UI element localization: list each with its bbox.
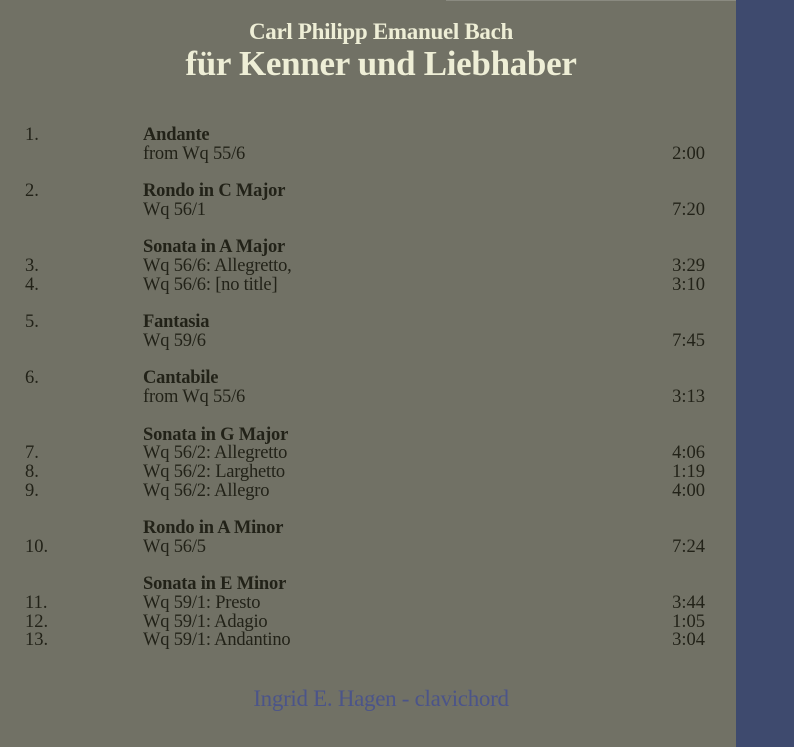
track-duration: 3:04 — [672, 630, 705, 651]
track-subtitle: Wq 59/1: Andantino — [143, 630, 291, 651]
composer-name: Carl Philipp Emanuel Bach — [248, 19, 514, 44]
group-heading-line: Sonata in G Major — [25, 424, 705, 445]
work-title: Andante — [143, 125, 210, 145]
track-duration: 7:24 — [672, 536, 705, 557]
track-subtitle: Wq 56/1 — [143, 199, 206, 220]
track-row: 8. Wq 56/2: Larghetto 1:19 — [25, 463, 705, 482]
track-duration: 2:00 — [672, 143, 705, 164]
track-number: 6. — [25, 368, 39, 389]
work-title: Sonata in G Major — [143, 424, 289, 445]
track-list: 1. Andante from Wq 55/6 2:00 2. Rondo in C Ma… — [25, 126, 705, 669]
work-title: Sonata in A Major — [143, 237, 286, 258]
track-duration: 4:00 — [672, 480, 705, 501]
track-group: Sonata in A Major 3. Wq 56/6: Allegretto, 3… — [25, 238, 705, 294]
track-row: Wq 56/1 7:20 — [25, 201, 705, 220]
track-row: 12. Wq 59/1: Adagio 1:05 — [25, 611, 705, 632]
track-number: 10. — [25, 536, 49, 557]
track-row: 4. Wq 56/6: [no title] 3:10 — [25, 276, 705, 295]
track-row: from Wq 55/6 2:00 — [25, 143, 705, 164]
top-border — [446, 0, 736, 1]
group-heading-line: Sonata in E Minor — [25, 575, 705, 594]
track-duration: 7:45 — [672, 330, 705, 351]
track-number: 13. — [25, 630, 49, 651]
album-title: für Kenner und Liebhaber — [185, 44, 577, 83]
track-row: 9. Wq 56/2: Allegro 4:00 — [25, 480, 705, 501]
track-subtitle: Wq 59/1: Adagio — [143, 611, 268, 632]
group-heading-line: Sonata in A Major — [25, 238, 705, 257]
track-group: Rondo in A Minor 10. Wq 56/5 7:24 — [25, 519, 705, 556]
track-number: 8. — [25, 461, 39, 482]
track-duration: 3:10 — [672, 274, 705, 295]
track-number: 2. — [25, 181, 39, 202]
track-number: 1. — [25, 125, 39, 145]
track-group: 5. Fantasia Wq 59/6 7:45 — [25, 313, 705, 350]
work-title: Cantabile — [143, 368, 219, 389]
track-number: 5. — [25, 312, 39, 333]
track-duration: 1:05 — [672, 611, 705, 632]
track-number: 11. — [25, 592, 48, 613]
track-subtitle: Wq 56/6: [no title] — [143, 274, 278, 295]
work-title: Sonata in E Minor — [143, 574, 287, 595]
track-row: Wq 59/6 7:45 — [25, 332, 705, 351]
track-subtitle: Wq 56/2: Allegretto — [143, 443, 288, 464]
track-duration: 4:06 — [672, 443, 705, 464]
work-title: Rondo in A Minor — [143, 518, 284, 539]
track-group: Sonata in E Minor 11. Wq 59/1: Presto 3:44 1… — [25, 575, 705, 650]
group-heading-line: 1. Andante — [25, 126, 705, 145]
track-number: 4. — [25, 274, 39, 295]
track-subtitle: from Wq 55/6 — [143, 143, 246, 164]
group-heading-line: Rondo in A Minor — [25, 519, 705, 538]
track-duration: 3:13 — [672, 387, 705, 408]
track-subtitle: Wq 56/6: Allegretto, — [143, 256, 292, 277]
track-row: 13. Wq 59/1: Andantino 3:04 — [25, 631, 705, 650]
group-heading-line: 2. Rondo in C Major — [25, 182, 705, 201]
performer-credit: Ingrid E. Hagen - clavichord — [253, 686, 509, 711]
track-duration: 3:44 — [672, 592, 705, 613]
track-group: Sonata in G Major 7. Wq 56/2: Allegretto 4:… — [25, 424, 705, 501]
track-row: 10. Wq 56/5 7:24 — [25, 538, 705, 557]
track-number: 9. — [25, 480, 39, 501]
track-group: 6. Cantabile from Wq 55/6 3:13 — [25, 369, 705, 406]
track-duration: 7:20 — [672, 199, 705, 220]
track-row: from Wq 55/6 3:13 — [25, 388, 705, 407]
track-group: 1. Andante from Wq 55/6 2:00 — [25, 126, 705, 163]
group-heading-line: 5. Fantasia — [25, 313, 705, 332]
cover-header: Carl Philipp Emanuel Bach für Kenner und… — [26, 18, 736, 82]
track-row: 11. Wq 59/1: Presto 3:44 — [25, 594, 705, 613]
group-heading-line: 6. Cantabile — [25, 369, 705, 388]
track-subtitle: from Wq 55/6 — [143, 387, 246, 408]
track-subtitle: Wq 56/2: Larghetto — [143, 461, 285, 482]
track-subtitle: Wq 59/6 — [143, 330, 206, 351]
spine-strip — [736, 0, 794, 747]
track-subtitle: Wq 59/1: Presto — [143, 592, 261, 613]
track-row: 7. Wq 56/2: Allegretto 4:06 — [25, 444, 705, 463]
work-title: Fantasia — [143, 312, 210, 333]
track-number: 3. — [25, 256, 39, 277]
track-number: 12. — [25, 611, 49, 632]
track-subtitle: Wq 56/2: Allegro — [143, 480, 270, 501]
track-subtitle: Wq 56/5 — [143, 536, 206, 557]
track-row: 3. Wq 56/6: Allegretto, 3:29 — [25, 257, 705, 276]
track-duration: 3:29 — [672, 256, 705, 277]
work-title: Rondo in C Major — [143, 181, 286, 202]
track-duration: 1:19 — [672, 461, 705, 482]
track-number: 7. — [25, 443, 39, 464]
track-group: 2. Rondo in C Major Wq 56/1 7:20 — [25, 182, 705, 219]
